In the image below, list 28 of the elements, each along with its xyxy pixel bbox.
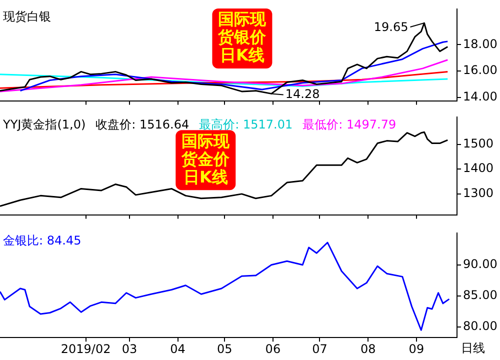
y-tick-label: 16.00 (463, 63, 498, 78)
y-tick-label: 85.00 (463, 288, 498, 302)
x-tick-label: 09 (408, 342, 424, 356)
chart-title: 现货白银 (3, 9, 51, 24)
annotation: 14.28 (285, 86, 320, 101)
y-tick-label: 90.00 (463, 257, 498, 272)
annotation: 19.65 (374, 20, 408, 34)
y-tick-label: 1400 (463, 161, 494, 176)
annotation: 国际现货金价日K线 (180, 131, 231, 186)
annotation: 国际现货银价日K线 (217, 10, 268, 65)
y-tick-label: 1300 (463, 186, 494, 200)
y-tick-label: 18.00 (463, 36, 498, 51)
x-tick-label: 08 (360, 342, 376, 356)
x-tick-label: 03 (122, 342, 138, 356)
annotation: 收盘价: 1516.64 (96, 117, 190, 132)
chart-title: YYJ黄金指(1,0) (2, 117, 86, 132)
y-tick-label: 1500 (463, 136, 494, 150)
x-tick-label: 07 (312, 342, 328, 356)
annotation: 最高价: 1517.01 (199, 117, 293, 132)
y-tick-label: 14.00 (463, 90, 498, 104)
x-tick-label: 2019/02 (60, 342, 111, 356)
annotation: 最低价: 1497.79 (302, 117, 396, 132)
x-tick-label: 06 (265, 342, 281, 356)
y-tick-label: 80.00 (463, 319, 498, 334)
chart-title: 金银比: 84.45 (3, 233, 82, 248)
x-tick-label: 04 (170, 342, 186, 356)
text: 日线 (461, 341, 485, 356)
x-tick-label: 05 (216, 342, 232, 356)
